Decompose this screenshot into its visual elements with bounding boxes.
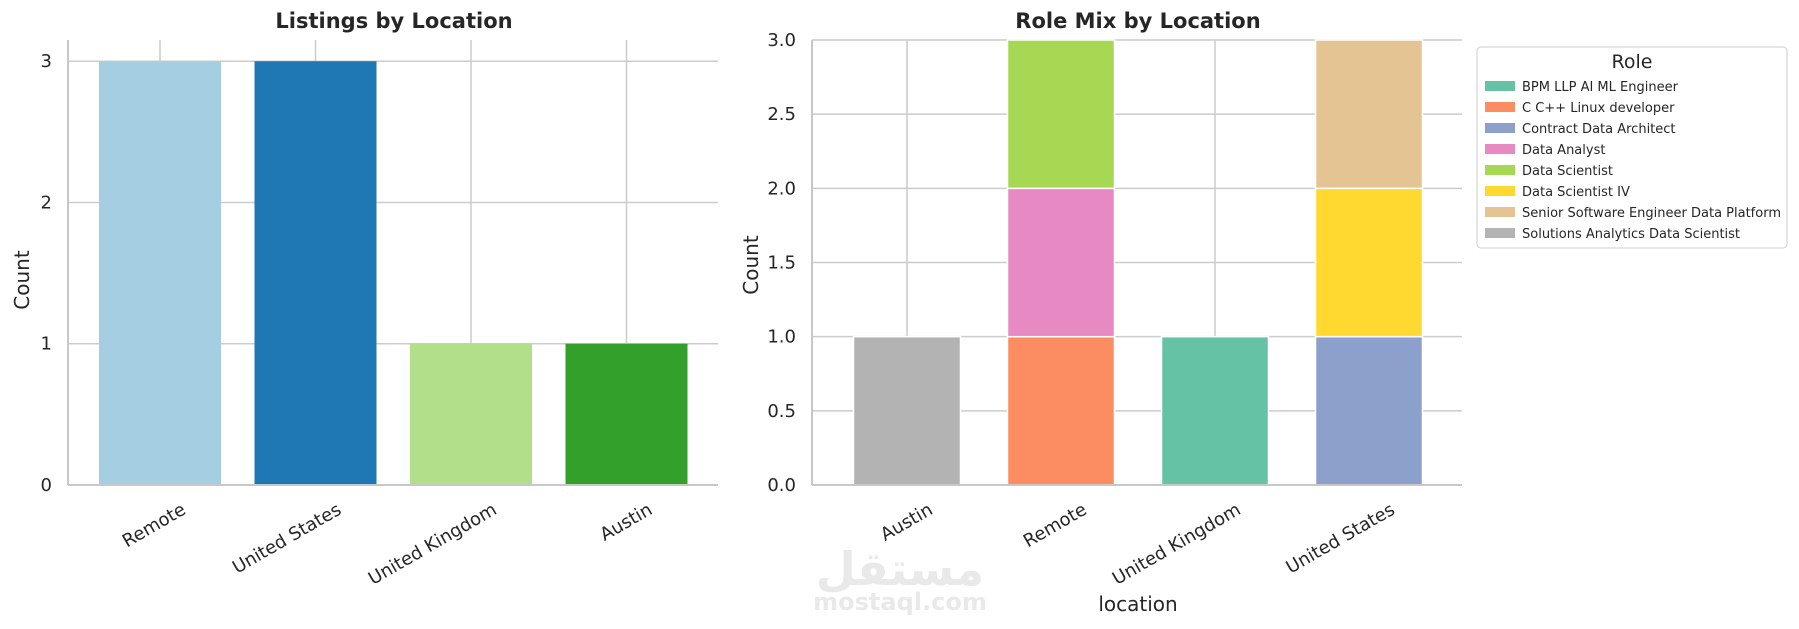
y-tick-label: 2.5: [767, 104, 796, 125]
legend-label: C C++ Linux developer: [1522, 101, 1675, 116]
legend-swatch: [1485, 81, 1515, 91]
stacked-bars: [852, 39, 1424, 486]
chart-listings-by-location: Listings by Location Count 0 1 2 3 Remote Un…: [10, 9, 718, 590]
bar: [254, 61, 377, 485]
legend-label: Data Scientist: [1522, 164, 1613, 179]
y-tick-label: 0.0: [767, 475, 796, 496]
legend-label: BPM LLP AI ML Engineer: [1522, 80, 1679, 95]
legend-label: Contract Data Architect: [1522, 122, 1676, 137]
bar: [99, 61, 221, 485]
bar-segment: [1160, 335, 1270, 486]
bar-segment: [1314, 39, 1424, 190]
chart-title: Listings by Location: [275, 9, 512, 33]
bar-segment: [852, 335, 962, 486]
legend-label: Data Scientist IV: [1522, 185, 1630, 200]
legend-label: Senior Software Engineer Data Platform: [1522, 206, 1781, 221]
x-tick-label: Remote: [1020, 499, 1091, 552]
bar-segment: [1314, 335, 1424, 486]
y-tick-label: 3.0: [767, 30, 796, 51]
legend-label: Data Analyst: [1522, 143, 1605, 158]
axes: [811, 40, 1462, 486]
legend: Role BPM LLP AI ML Engineer C C++ Linux d…: [1476, 46, 1788, 249]
y-tick-label: 1.5: [767, 253, 796, 274]
y-tick-label: 0: [41, 475, 52, 496]
x-tick-label: United States: [1282, 499, 1398, 578]
legend-swatch: [1485, 102, 1515, 112]
bars: [99, 61, 688, 485]
y-tick-label: 1.0: [767, 327, 796, 348]
chart-title: Role Mix by Location: [1015, 9, 1260, 33]
y-tick-label: 2: [41, 192, 52, 213]
bar-segment: [1006, 39, 1116, 190]
legend-label: Solutions Analytics Data Scientist: [1522, 227, 1740, 242]
y-tick-label: 3: [41, 51, 52, 72]
y-tick-label: 0.5: [767, 401, 796, 422]
bar-segment: [1314, 187, 1424, 338]
legend-swatch: [1485, 144, 1515, 154]
legend-box: [1476, 46, 1788, 249]
legend-swatch: [1485, 123, 1515, 133]
x-tick-label: Austin: [597, 499, 656, 545]
x-tick-label: United Kingdom: [365, 499, 501, 589]
watermark-logo: مستقل: [816, 542, 984, 596]
x-tick-label: Remote: [119, 499, 190, 552]
x-axis-label: location: [1098, 592, 1177, 616]
bar-segment: [1006, 187, 1116, 338]
chart-role-mix-by-location: Role Mix by Location Count location 0.00…: [739, 9, 1788, 616]
legend-title: Role: [1612, 51, 1653, 73]
y-tick-label: 1: [41, 334, 52, 355]
x-tick-label: United Kingdom: [1109, 499, 1245, 589]
y-tick-labels: 0 1 2 3: [41, 51, 52, 496]
bar-segment: [1006, 335, 1116, 486]
bar: [410, 343, 532, 485]
legend-swatch: [1485, 186, 1515, 196]
legend-swatch: [1485, 228, 1515, 238]
x-tick-label: Austin: [877, 499, 936, 545]
watermark: مستقل mostaql.com: [813, 542, 987, 616]
x-tick-labels: Remote United States United Kingdom Austin: [119, 499, 656, 589]
y-axis-label: Count: [10, 250, 34, 310]
watermark-text: mostaql.com: [813, 588, 987, 616]
legend-items: BPM LLP AI ML Engineer C C++ Linux develo…: [1485, 80, 1781, 242]
x-tick-label: United States: [229, 499, 345, 578]
y-tick-labels: 0.0 0.5 1.0 1.5 2.0 2.5 3.0: [767, 30, 796, 496]
legend-swatch: [1485, 207, 1515, 217]
axes: [67, 40, 718, 486]
legend-swatch: [1485, 165, 1515, 175]
y-axis-label: Count: [739, 235, 763, 295]
y-tick-label: 2.0: [767, 178, 796, 199]
bar: [565, 343, 688, 485]
